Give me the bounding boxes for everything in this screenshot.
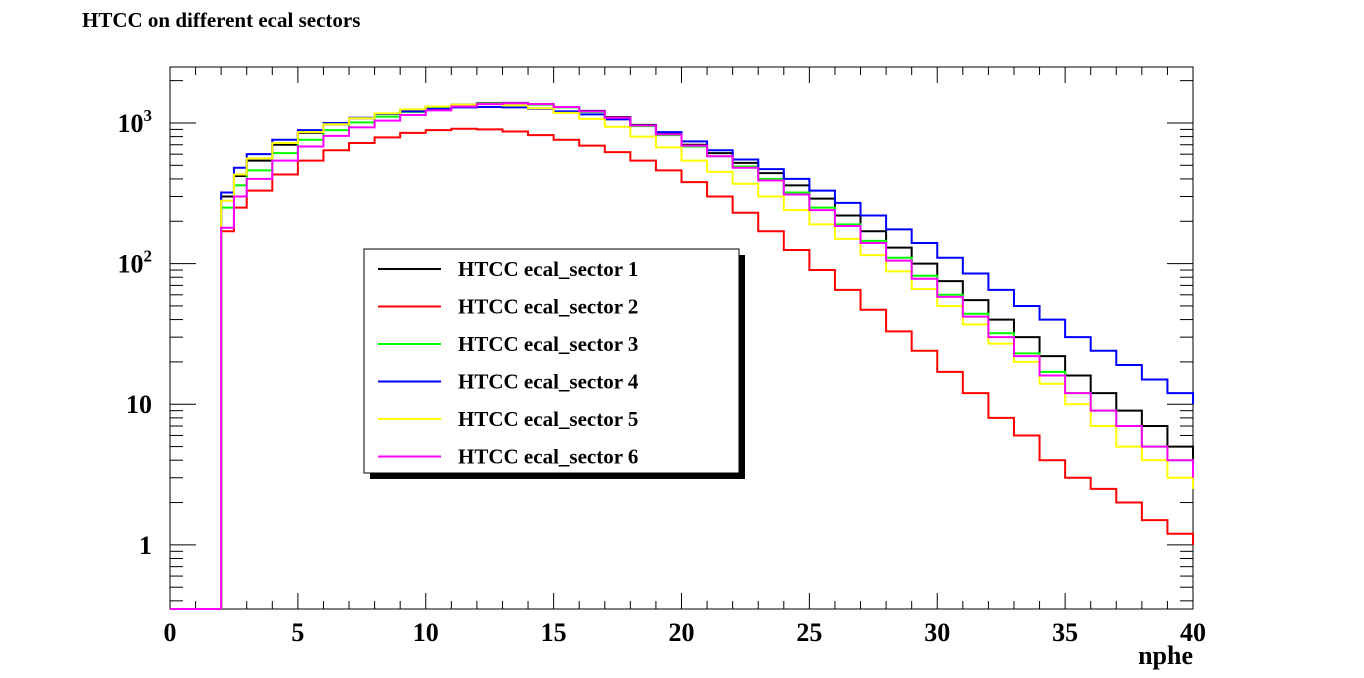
x-tick-label: 35 [1052,618,1078,647]
legend-label-3: HTCC ecal_sector 3 [458,332,638,356]
series-line-5 [220,103,1194,609]
series-line-2 [220,127,1194,609]
legend-label-2: HTCC ecal_sector 2 [458,295,638,319]
legend-label-5: HTCC ecal_sector 5 [458,407,638,431]
series-group [170,101,1194,610]
series-line-6 [220,102,1194,609]
y-tick-label: 102 [118,247,153,279]
x-tick-label: 15 [541,618,567,647]
x-tick-label: 5 [291,618,304,647]
x-tick-label: 10 [413,618,439,647]
y-tick-label: 103 [118,106,153,138]
legend-label-6: HTCC ecal_sector 6 [458,445,638,469]
x-tick-label: 30 [924,618,950,647]
legend-box [363,248,740,474]
y-tick-label: 1 [139,531,152,560]
x-tick-label: 40 [1180,618,1206,647]
legend-label-4: HTCC ecal_sector 4 [458,370,639,394]
legend: HTCC ecal_sector 1 HTCC ecal_sector 2 HTCC… [363,248,745,479]
x-axis-title: nphe [1138,641,1193,670]
y-tick-label: 10 [126,390,152,419]
axis-ticks: 0 5 10 15 20 25 30 35 40 1 10 102 103 [118,67,1206,647]
chart-title: HTCC on different ecal sectors [82,8,361,32]
x-tick-label: 20 [669,618,695,647]
legend-label-1: HTCC ecal_sector 1 [458,257,638,281]
x-tick-label: 25 [796,618,822,647]
x-tick-label: 0 [164,618,177,647]
